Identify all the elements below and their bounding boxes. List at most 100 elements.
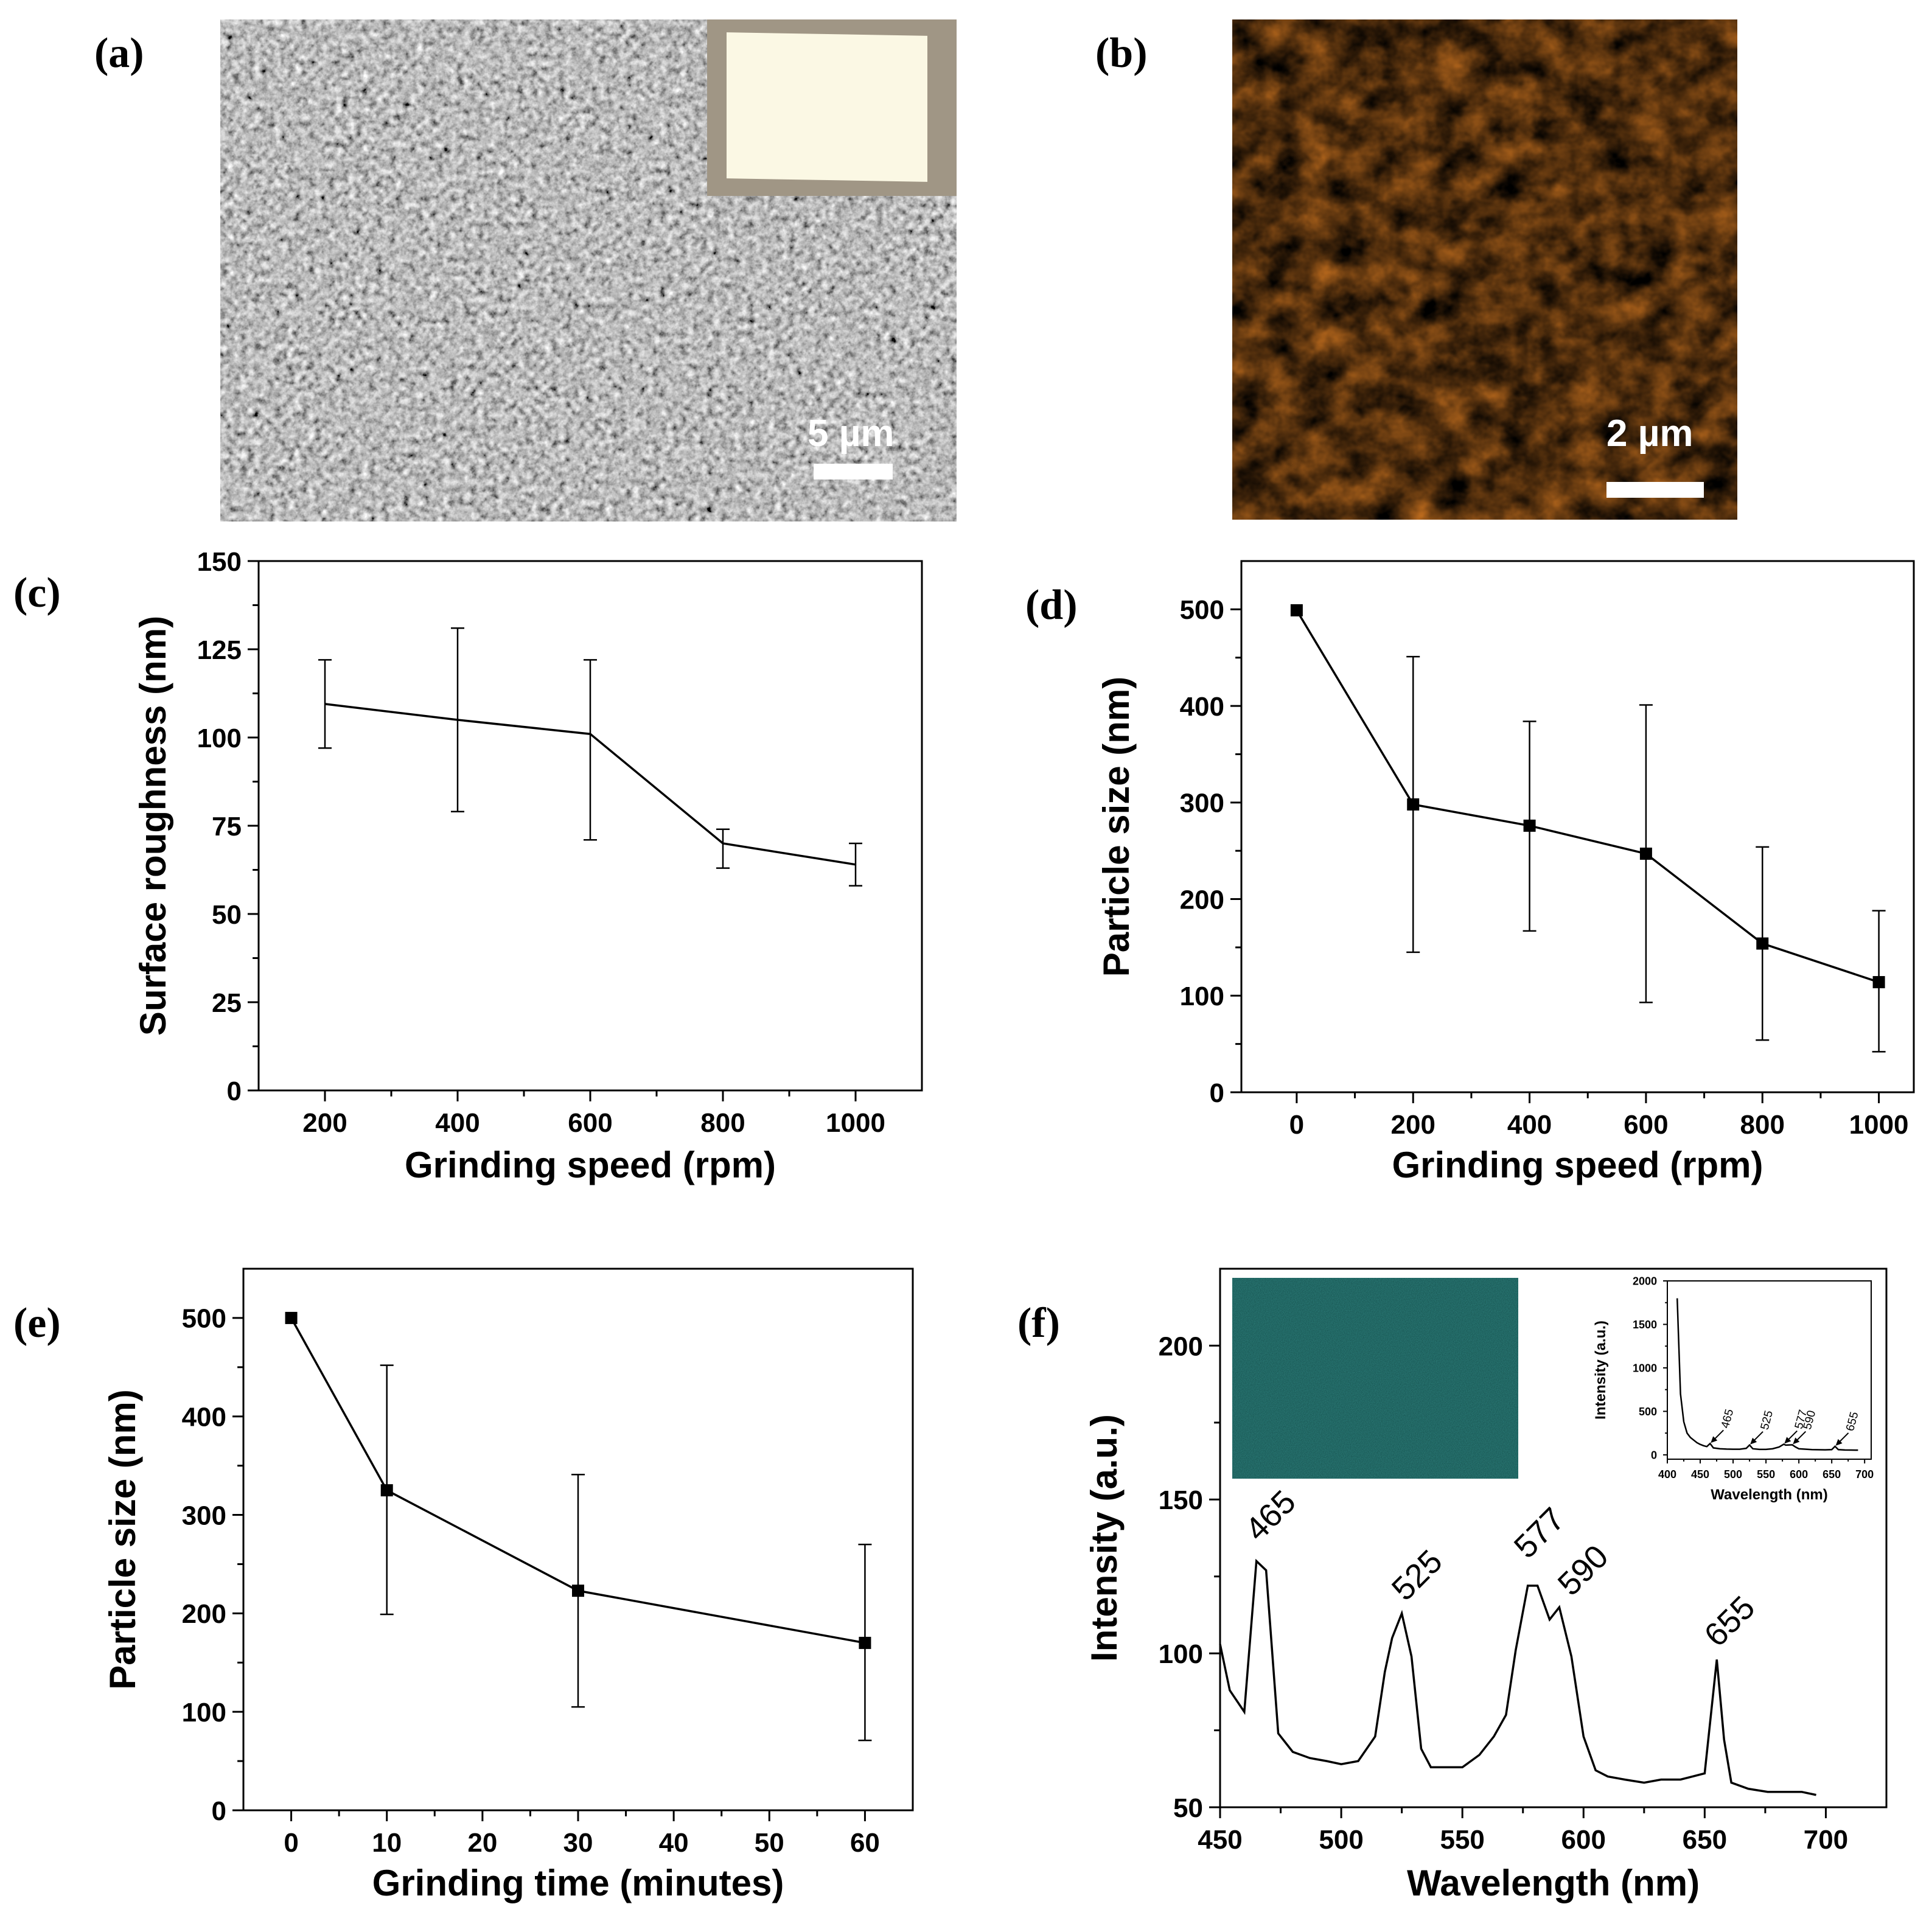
d-y-tick-label: 200 <box>1180 885 1224 915</box>
e-x-tick-label: 20 <box>467 1828 497 1858</box>
f-inset-y-axis-label: Intensity (a.u.) <box>1592 1320 1609 1420</box>
f-y-tick-label: 100 <box>1159 1639 1203 1669</box>
panel-label-d: (d) <box>1025 582 1078 629</box>
scale-label-b: 2 µm <box>1606 413 1694 455</box>
f-inset-x-tick-label: 700 <box>1855 1468 1874 1480</box>
elemental-map-inset <box>1232 1278 1518 1479</box>
f-inset-x-tick-label: 650 <box>1823 1468 1841 1480</box>
f-x-tick-label: 550 <box>1440 1825 1484 1855</box>
d-series-line <box>1296 610 1880 983</box>
d-data-point <box>1639 847 1652 860</box>
c-y-tick-label: 50 <box>212 900 242 930</box>
f-y-tick-label: 200 <box>1159 1331 1203 1361</box>
f-x-tick-label: 650 <box>1683 1825 1727 1855</box>
d-y-tick-label: 300 <box>1180 789 1224 818</box>
afm-topography: 2 µm <box>1232 19 1737 520</box>
e-x-tick-label: 60 <box>850 1828 880 1858</box>
d-x-tick-label: 600 <box>1624 1110 1668 1140</box>
c-x-tick-label: 400 <box>435 1108 480 1138</box>
panel-label-b: (b) <box>1095 30 1148 77</box>
panel-label-a: (a) <box>94 30 144 77</box>
d-y-axis-label: Particle size (nm) <box>1096 677 1137 977</box>
e-x-tick-label: 0 <box>284 1828 298 1858</box>
e-y-tick-label: 0 <box>212 1796 226 1826</box>
e-y-tick-label: 200 <box>182 1599 226 1629</box>
c-y-axis-label: Surface roughness (nm) <box>133 616 173 1036</box>
f-inset-x-tick-label: 400 <box>1658 1468 1676 1480</box>
f-inset-series-line <box>1676 1298 1858 1451</box>
f-y-axis-label: Intensity (a.u.) <box>1084 1414 1125 1662</box>
f-y-tick-label: 50 <box>1173 1793 1203 1823</box>
e-data-point <box>380 1484 393 1497</box>
f-inset-arrowhead <box>1793 1437 1800 1445</box>
f-inset-y-tick-label: 2000 <box>1633 1275 1657 1287</box>
f-x-tick-label: 600 <box>1561 1825 1606 1855</box>
c-x-tick-label: 800 <box>700 1108 745 1138</box>
d-x-axis-label: Grinding speed (rpm) <box>1392 1145 1763 1185</box>
e-x-tick-label: 40 <box>659 1828 689 1858</box>
f-x-tick-label: 500 <box>1319 1825 1363 1855</box>
d-x-tick-label: 200 <box>1391 1110 1435 1140</box>
c-y-tick-label: 125 <box>197 635 242 665</box>
f-inset-y-tick-label: 1500 <box>1633 1319 1657 1331</box>
scale-bar-a <box>814 464 893 480</box>
d-y-tick-label: 0 <box>1210 1078 1224 1108</box>
d-data-point <box>1290 604 1303 616</box>
d-y-tick-label: 100 <box>1180 982 1224 1011</box>
f-inset-y-tick-label: 0 <box>1651 1449 1657 1461</box>
f-x-tick-label: 700 <box>1804 1825 1848 1855</box>
panel-label-e: (e) <box>13 1300 61 1347</box>
e-x-tick-label: 50 <box>755 1828 784 1858</box>
f-inset-y-tick-label: 1000 <box>1633 1362 1657 1374</box>
f-inset-y-tick-label: 500 <box>1639 1406 1657 1418</box>
f-x-tick-label: 450 <box>1198 1825 1242 1855</box>
d-data-point <box>1756 937 1769 950</box>
scale-label-a: 5 µm <box>808 413 895 455</box>
d-plot-frame <box>1240 560 1915 1093</box>
e-y-tick-label: 500 <box>182 1304 226 1334</box>
e-y-axis-label: Particle size (nm) <box>102 1389 143 1690</box>
map-texture <box>1232 1278 1518 1479</box>
c-x-tick-label: 200 <box>302 1108 347 1138</box>
f-peak-label: 590 <box>1551 1538 1616 1603</box>
f-inset-arrowhead <box>1784 1437 1791 1444</box>
e-data-point <box>285 1311 298 1324</box>
f-y-tick-label: 150 <box>1159 1485 1203 1515</box>
c-y-tick-label: 150 <box>197 547 242 577</box>
e-data-point <box>572 1585 584 1597</box>
f-peak-label: 577 <box>1507 1501 1572 1565</box>
e-x-tick-label: 10 <box>372 1828 402 1858</box>
e-data-point <box>859 1636 871 1649</box>
d-y-tick-label: 400 <box>1180 692 1224 722</box>
d-x-tick-label: 400 <box>1507 1110 1552 1140</box>
f-inset-plot-frame <box>1667 1280 1872 1460</box>
f-inset-x-tick-label: 600 <box>1790 1468 1808 1480</box>
panel-label-c: (c) <box>13 570 61 616</box>
c-x-tick-label: 1000 <box>826 1108 885 1138</box>
f-inset-arrowhead <box>1750 1437 1757 1445</box>
sample-photo-inset <box>707 19 957 196</box>
f-inset-arrowhead <box>1711 1436 1718 1443</box>
f-inset-x-tick-label: 500 <box>1724 1468 1742 1480</box>
f-plot-frame <box>1219 1268 1888 1808</box>
sem-micrograph: 5 µm <box>220 19 957 521</box>
e-x-tick-label: 30 <box>563 1828 593 1858</box>
d-data-point <box>1523 819 1536 832</box>
c-y-tick-label: 0 <box>227 1076 242 1106</box>
c-y-tick-label: 25 <box>212 988 242 1018</box>
f-peak-label: 465 <box>1238 1484 1303 1548</box>
d-data-point <box>1872 976 1885 989</box>
c-y-tick-label: 75 <box>212 812 242 842</box>
c-x-tick-label: 600 <box>568 1108 612 1138</box>
f-inset-x-axis-label: Wavelength (nm) <box>1711 1487 1827 1503</box>
c-x-axis-label: Grinding speed (rpm) <box>405 1145 776 1185</box>
afm-texture <box>1232 19 1737 520</box>
f-inset-peak-label: 525 <box>1759 1409 1776 1431</box>
e-series-line <box>290 1317 865 1644</box>
panel-label-f: (f) <box>1017 1300 1060 1347</box>
f-series-line <box>1219 1558 1816 1796</box>
e-y-tick-label: 100 <box>182 1698 226 1728</box>
f-x-axis-label: Wavelength (nm) <box>1407 1863 1700 1903</box>
f-inset-arrowhead <box>1835 1439 1843 1446</box>
